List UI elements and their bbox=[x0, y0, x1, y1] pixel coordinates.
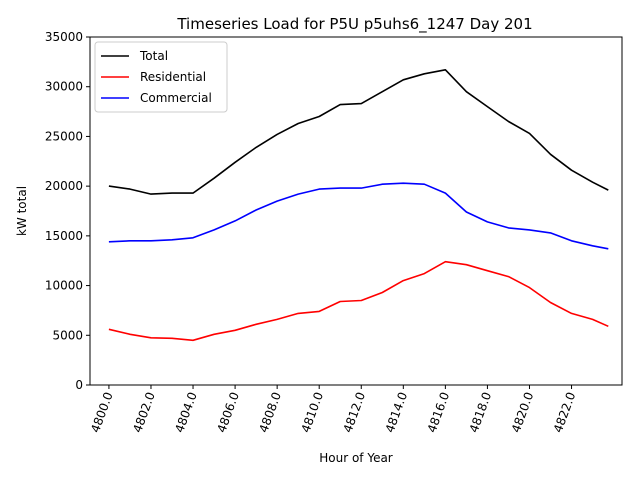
y-tick-label: 10000 bbox=[45, 279, 83, 293]
plot-frame bbox=[89, 36, 623, 386]
y-tick-label: 15000 bbox=[45, 229, 83, 243]
y-tick-label: 25000 bbox=[45, 129, 83, 143]
legend-label-residential: Residential bbox=[140, 70, 206, 84]
chart-title: Timeseries Load for P5U p5uhs6_1247 Day … bbox=[176, 15, 532, 34]
y-axis-label: kW total bbox=[15, 186, 29, 236]
plot-lines bbox=[108, 69, 609, 342]
y-tick-label: 20000 bbox=[45, 179, 83, 193]
legend-box bbox=[94, 41, 228, 113]
y-tick-label: 0 bbox=[75, 378, 83, 392]
series-line-total bbox=[108, 69, 609, 195]
series-line-commercial bbox=[108, 182, 609, 250]
legend: Total Residential Commercial bbox=[94, 41, 228, 113]
legend-label-total: Total bbox=[139, 49, 168, 63]
y-axis: 0 5000 10000 15000 20000 25000 30000 35000 bbox=[45, 30, 90, 392]
y-tick-label: 5000 bbox=[52, 328, 83, 342]
series-line-residential bbox=[108, 260, 609, 342]
x-axis-label: Hour of Year bbox=[319, 451, 393, 465]
y-tick-label: 35000 bbox=[45, 30, 83, 44]
y-tick-label: 30000 bbox=[45, 80, 83, 94]
legend-label-commercial: Commercial bbox=[140, 91, 212, 105]
